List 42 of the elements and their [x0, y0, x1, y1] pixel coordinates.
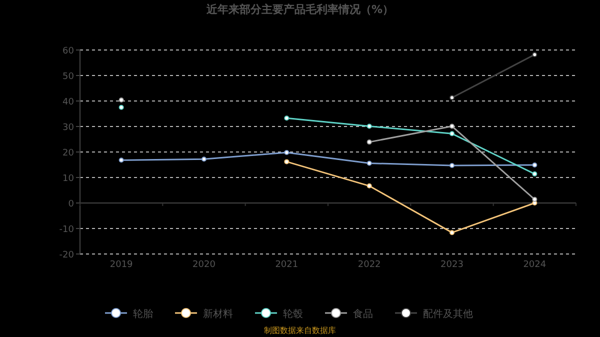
- y-tick-label: 40: [62, 98, 74, 108]
- y-tick-label: -10: [59, 225, 74, 235]
- point: [284, 150, 290, 156]
- point: [450, 124, 454, 129]
- point: [450, 95, 454, 100]
- x-tick-label: 2023: [440, 260, 464, 270]
- text: 制图数据来自数据库: [264, 326, 336, 335]
- y-tick-label: 60: [62, 46, 74, 56]
- x-tick-label: 2024: [523, 260, 546, 270]
- x-tick-label: 2021: [275, 260, 298, 270]
- point: [366, 160, 372, 166]
- point: [450, 163, 454, 168]
- point: [366, 140, 372, 145]
- y-tick-label: 10: [62, 174, 74, 184]
- y-tick-label: 0: [68, 200, 74, 210]
- point: [118, 158, 124, 163]
- point: [118, 97, 124, 102]
- point: [532, 162, 538, 168]
- legend-label: 轮毂: [283, 308, 303, 320]
- point: [450, 230, 454, 236]
- x-tick-label: 2019: [110, 260, 134, 270]
- x-tick-label: 2020: [192, 260, 216, 270]
- x-tick-label: 2022: [358, 260, 381, 270]
- point: [284, 116, 290, 121]
- point: [118, 104, 124, 110]
- point: [366, 183, 372, 188]
- point: [532, 171, 538, 176]
- legend-label: 新材料: [203, 308, 233, 320]
- y-tick-label: 30: [62, 123, 74, 133]
- y-tick-label: 50: [62, 72, 74, 82]
- legend-label: 食品: [353, 308, 373, 320]
- y-tick-label: -20: [59, 250, 74, 260]
- legend-label: 配件及其他: [423, 308, 473, 320]
- point: [532, 196, 538, 202]
- point: [202, 156, 206, 162]
- point: [450, 131, 454, 136]
- chart-title: 近年来部分主要产品毛利率情况（%）: [205, 3, 394, 16]
- legend-label: 轮胎: [133, 308, 153, 320]
- point: [366, 124, 372, 129]
- y-tick-label: 20: [62, 148, 74, 158]
- point: [284, 159, 290, 164]
- point: [532, 52, 538, 58]
